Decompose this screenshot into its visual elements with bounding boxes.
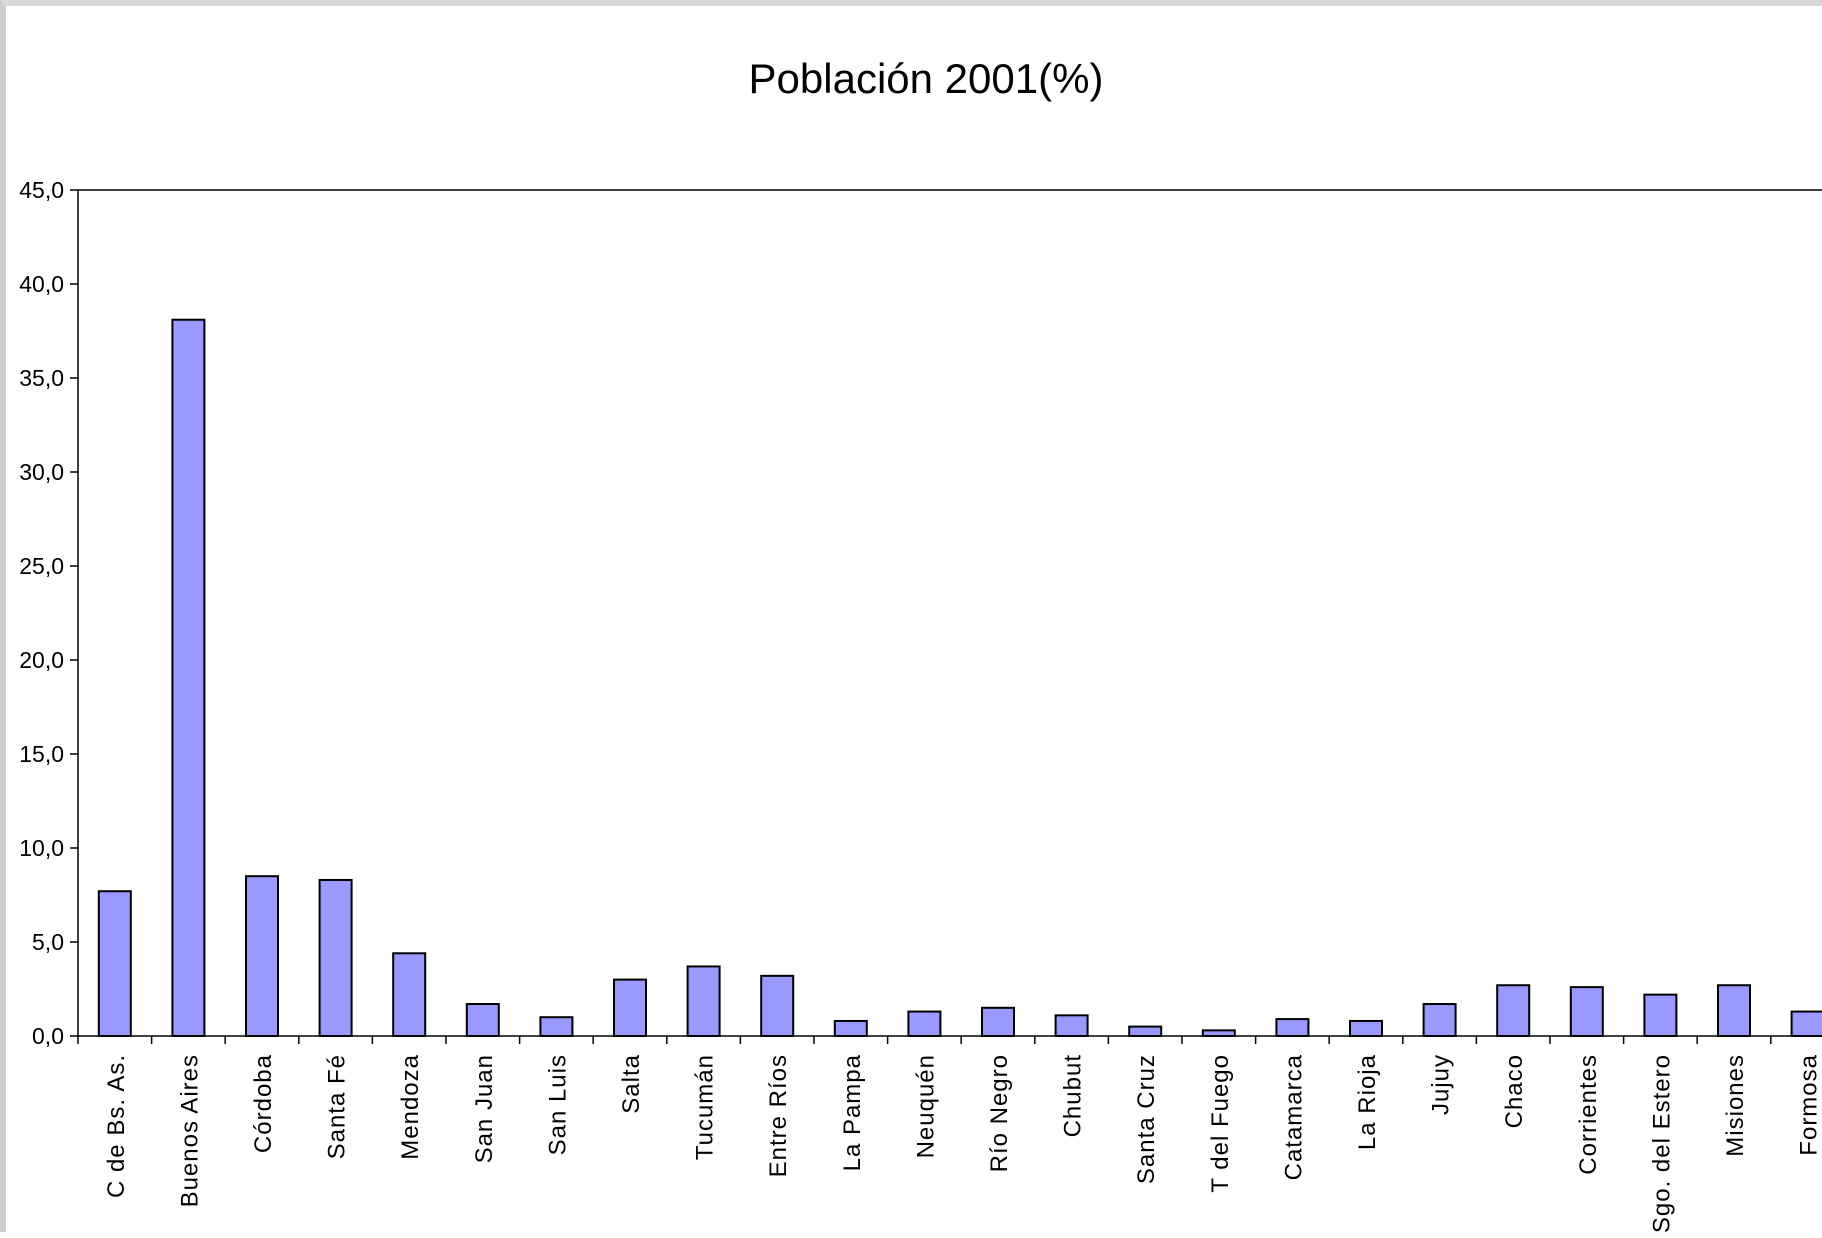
y-tick-label: 20,0	[19, 647, 64, 673]
y-tick-label: 45,0	[19, 177, 64, 203]
category-label: Salta	[618, 1054, 645, 1114]
category-label: Chaco	[1501, 1054, 1528, 1128]
bar	[1275, 1018, 1310, 1038]
category-label: Tucumán	[692, 1054, 719, 1160]
category-label: La Rioja	[1354, 1054, 1381, 1150]
category-label: Buenos Aires	[176, 1054, 203, 1207]
bar	[97, 890, 132, 1037]
category-label: Santa Fé	[324, 1054, 351, 1159]
bar	[981, 1006, 1015, 1037]
category-label: Catamarca	[1280, 1054, 1307, 1180]
category-label: Chubut	[1060, 1054, 1087, 1137]
category-label: T del Fuego	[1207, 1054, 1234, 1193]
bar	[318, 878, 353, 1038]
category-label: La Pampa	[839, 1054, 866, 1171]
bar-chart: Población 2001(%) 0,0 5,0 10,0 15,0 20,0 25,0…	[19, 55, 1822, 1233]
y-tick-label: 30,0	[19, 459, 64, 485]
category-label: Mendoza	[397, 1054, 424, 1160]
y-tick-label: 5,0	[32, 929, 64, 955]
category-label: Sgo. del Estero	[1648, 1054, 1675, 1233]
category-label: San Luis	[544, 1054, 571, 1155]
bar	[1201, 1029, 1236, 1037]
bar	[1790, 1010, 1822, 1037]
bars-group	[97, 318, 1822, 1038]
y-axis: 0,0 5,0 10,0 15,0 20,0 25,0 30,0 35,0 40,0 45,0	[19, 177, 79, 1049]
bar	[1128, 1025, 1163, 1037]
y-tick-label: 10,0	[19, 835, 64, 861]
bar	[907, 1010, 942, 1037]
chart-title: Población 2001(%)	[749, 55, 1104, 102]
bar	[1643, 993, 1678, 1038]
category-label: C de Bs. As.	[103, 1054, 130, 1198]
bar	[171, 318, 206, 1038]
bar	[245, 875, 279, 1038]
bar	[760, 974, 795, 1038]
bar	[686, 965, 721, 1037]
y-tick-label: 25,0	[19, 553, 64, 579]
category-label: Jujuy	[1428, 1054, 1455, 1115]
category-label: Entre Ríos	[765, 1054, 792, 1177]
y-tick-label: 35,0	[19, 365, 64, 391]
bar	[465, 1003, 500, 1037]
bar	[1717, 984, 1751, 1037]
y-tick-label: 40,0	[19, 271, 64, 297]
category-label: Córdoba	[250, 1054, 277, 1153]
bar	[392, 952, 427, 1038]
bar	[539, 1016, 574, 1038]
category-label: Corrientes	[1575, 1054, 1602, 1175]
x-axis: C de Bs. As. Buenos Aires Córdoba Santa Fé M…	[77, 1035, 1822, 1233]
category-label: Santa Cruz	[1133, 1054, 1160, 1184]
bar	[833, 1019, 868, 1038]
bar	[1496, 984, 1531, 1037]
bar	[613, 978, 647, 1037]
category-label: Río Negro	[986, 1054, 1013, 1172]
bar	[1569, 986, 1604, 1037]
bar	[1422, 1003, 1457, 1037]
bar	[1054, 1014, 1089, 1038]
category-label: Misiones	[1722, 1054, 1749, 1157]
y-tick-label: 15,0	[19, 741, 64, 767]
category-label: Neuquén	[912, 1054, 939, 1158]
category-label: San Juan	[471, 1054, 498, 1163]
bar	[1349, 1019, 1383, 1038]
category-label: Formosa	[1796, 1054, 1822, 1156]
y-tick-label: 0,0	[32, 1023, 64, 1049]
